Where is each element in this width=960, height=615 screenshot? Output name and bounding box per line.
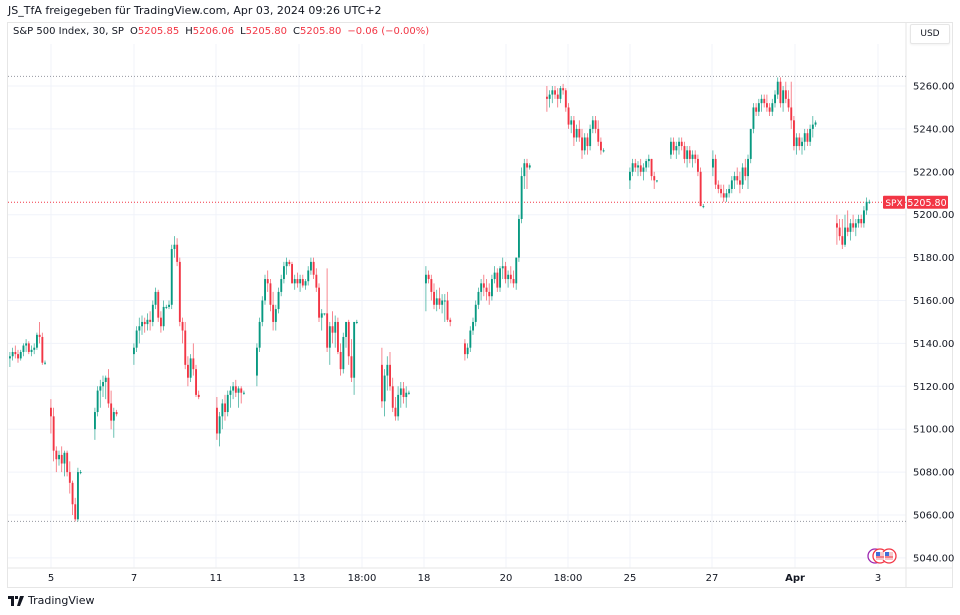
economic-events-icons[interactable]: [867, 548, 897, 564]
price-tick-label: 5160.00: [913, 296, 954, 307]
chart-frame: [7, 22, 953, 588]
grid-lines: [8, 23, 952, 587]
time-tick-label: 11: [210, 573, 223, 584]
price-tick-label: 5200.00: [913, 210, 954, 221]
time-axis[interactable]: 5 7 11 13 18:00 18 20 18:00 25 27 Apr 3: [48, 573, 881, 584]
last-price-tag: SPX 5205.80: [883, 195, 948, 209]
range-dotted-lines: [8, 75, 906, 522]
change-value: −0.06 (−0.00%): [347, 26, 430, 37]
symbol-title[interactable]: S&P 500 Index, 30, SP: [13, 26, 124, 37]
low-label: L: [240, 26, 246, 37]
price-tick-label: 5240.00: [913, 124, 954, 135]
price-tick-label: 5080.00: [913, 468, 954, 479]
price-tick-label: 5180.00: [913, 253, 954, 264]
time-tick-label: 25: [624, 573, 637, 584]
price-tag-symbol: SPX: [885, 199, 902, 209]
symbol-legend: S&P 500 Index, 30, SP O5205.85 H5206.06 …: [13, 26, 429, 37]
open-label: O: [129, 26, 138, 37]
close-value: 5205.80: [300, 26, 342, 37]
low-value: 5205.80: [245, 26, 288, 37]
high-value: 5206.06: [192, 26, 235, 37]
shared-by-caption: JS_TfA freigegeben für TradingView.com, …: [8, 4, 382, 17]
open-value: 5205.85: [137, 26, 180, 37]
time-tick-label: 3: [875, 573, 881, 584]
high-label: H: [185, 26, 193, 37]
time-tick-label: 13: [293, 573, 306, 584]
price-tick-label: 5120.00: [913, 382, 954, 393]
price-tick-label: 5100.00: [913, 425, 954, 436]
price-axis[interactable]: 5260.00 5240.00 5220.00 5200.00 5180.00 5160.…: [913, 82, 954, 565]
time-tick-label: 18: [418, 573, 431, 584]
price-tick-label: 5060.00: [913, 511, 954, 522]
price-tick-label: 5140.00: [913, 339, 954, 350]
time-tick-label: 18:00: [348, 573, 377, 584]
currency-button[interactable]: USD: [910, 24, 950, 44]
price-tick-label: 5260.00: [913, 82, 954, 93]
tradingview-footer[interactable]: TradingView: [8, 594, 94, 607]
time-tick-label: 27: [706, 573, 719, 584]
tradingview-brand: TradingView: [28, 594, 95, 607]
time-tick-label: 7: [131, 573, 137, 584]
tradingview-logo-icon: [8, 595, 24, 606]
close-label: C: [293, 26, 301, 37]
time-tick-label: Apr: [785, 573, 805, 584]
price-tick-label: 5220.00: [913, 167, 954, 178]
price-tag-value: 5205.80: [907, 198, 946, 209]
time-tick-label: 18:00: [554, 573, 583, 584]
time-tick-label: 5: [48, 573, 54, 584]
candles: [9, 77, 871, 522]
time-tick-label: 20: [500, 573, 513, 584]
price-tick-label: 5040.00: [913, 553, 954, 564]
